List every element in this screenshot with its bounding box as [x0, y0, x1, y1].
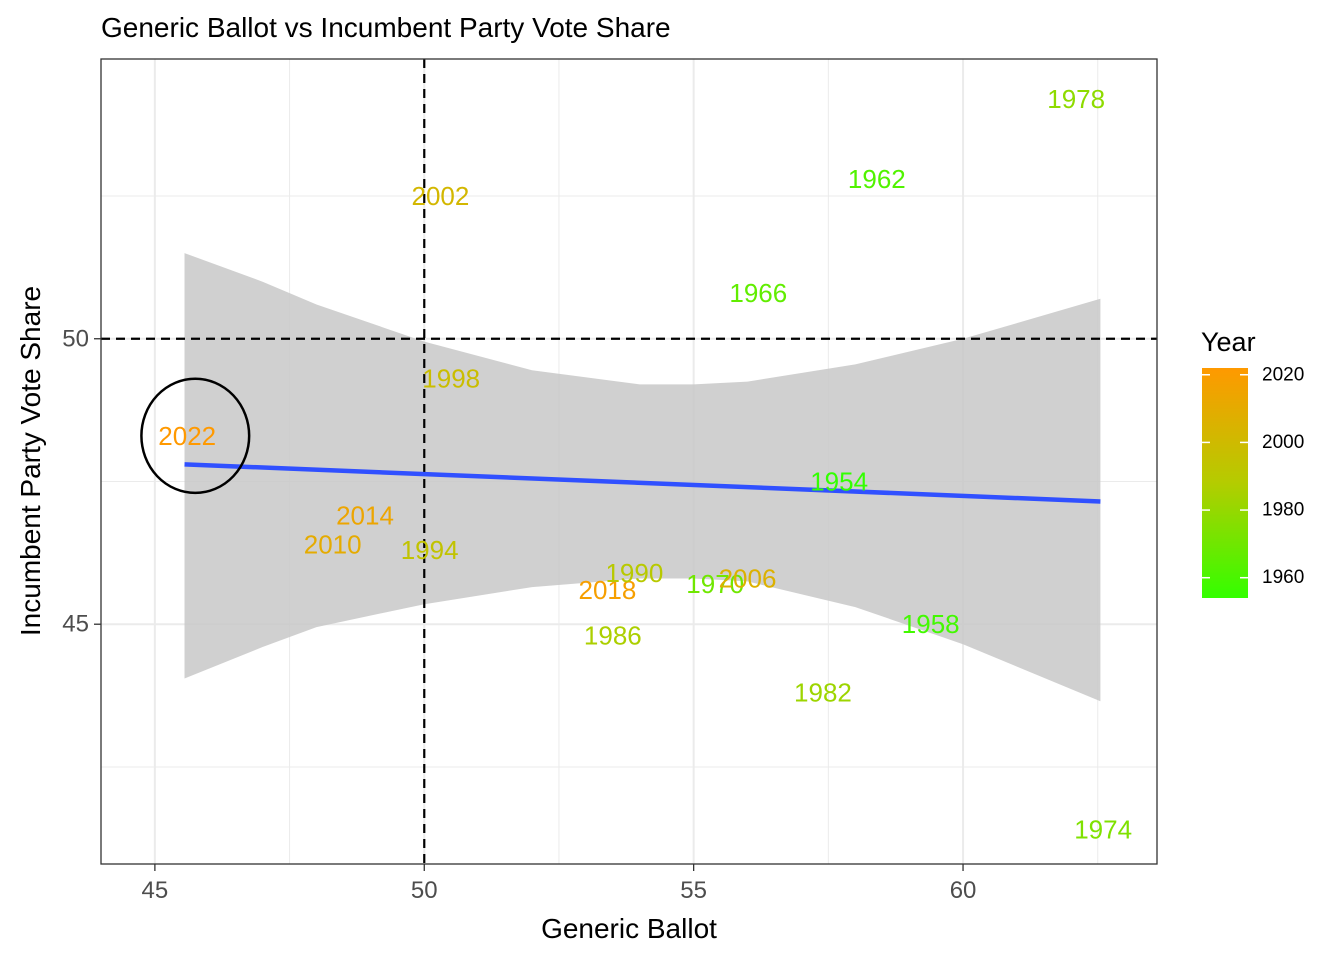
x-tick-label: 45	[142, 877, 169, 904]
reference-lines	[101, 59, 1157, 864]
year-label-1990: 1990	[605, 558, 663, 588]
year-label-1962: 1962	[848, 164, 906, 194]
legend-tick-label: 1980	[1262, 500, 1304, 521]
legend-ticks: 1960 1980 2000 2020	[1202, 364, 1304, 588]
year-label-1978: 1978	[1047, 84, 1105, 114]
year-label-1986: 1986	[584, 621, 642, 651]
year-label-1994: 1994	[401, 535, 459, 565]
legend-title: Year	[1201, 327, 1256, 357]
trend-line	[184, 462, 1101, 504]
y-axis-title: Incumbent Party Vote Share	[15, 286, 46, 636]
year-label-2022: 2022	[158, 421, 216, 451]
y-tick-label: 50	[62, 325, 89, 352]
year-label-1954: 1954	[810, 466, 868, 496]
year-label-1974: 1974	[1074, 815, 1132, 845]
year-label-1998: 1998	[422, 364, 480, 394]
legend: Year 1960 1980 2000 2020	[1201, 327, 1304, 598]
chart-title: Generic Ballot vs Incumbent Party Vote S…	[101, 12, 671, 43]
highlight-circle	[140, 377, 251, 495]
y-axis: 45 50	[62, 325, 101, 638]
x-axis-title: Generic Ballot	[541, 913, 717, 944]
legend-colorbar	[1202, 368, 1248, 598]
year-label-2018: 2018	[579, 575, 637, 605]
year-label-2006: 2006	[719, 564, 777, 594]
x-tick-label: 50	[411, 877, 438, 904]
x-axis: 45 50 55 60	[142, 864, 977, 904]
confidence-band	[184, 253, 1101, 702]
year-label-1966: 1966	[729, 278, 787, 308]
legend-tick-label: 2000	[1262, 432, 1304, 453]
plot-border	[100, 58, 1158, 865]
year-label-2002: 2002	[412, 181, 470, 211]
confidence-band-layer	[184, 253, 1101, 702]
year-label-2014: 2014	[336, 501, 394, 531]
year-label-2010: 2010	[304, 529, 362, 559]
x-tick-label: 55	[680, 877, 707, 904]
year-label-1982: 1982	[794, 678, 852, 708]
legend-tick-label: 2020	[1262, 364, 1304, 385]
year-label-1970: 1970	[686, 569, 744, 599]
year-label-1958: 1958	[902, 609, 960, 639]
legend-tick-label: 1960	[1262, 567, 1304, 588]
trend-line-layer	[184, 462, 1101, 504]
x-tick-label: 60	[950, 877, 977, 904]
y-tick-label: 45	[62, 611, 89, 638]
highlight-layer	[140, 377, 251, 495]
